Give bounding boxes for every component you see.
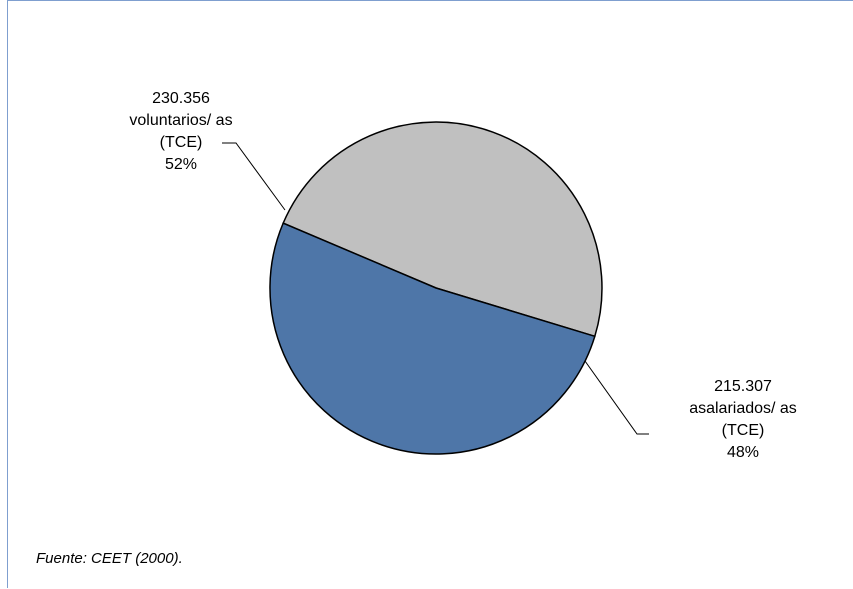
slice-label-voluntarios: 230.356 voluntarios/ as (TCE) 52% [96,88,266,176]
slice-name: voluntarios/ as [96,110,266,132]
slice-percent: 48% [658,442,828,464]
chart-frame: 230.356 voluntarios/ as (TCE) 52% 215.30… [7,0,853,588]
leader-line-asalariados [585,361,649,434]
slice-value: 215.307 [658,376,828,398]
slice-name: asalariados/ as [658,398,828,420]
source-note: Fuente: CEET (2000). [36,550,183,567]
slice-unit: (TCE) [96,132,266,154]
slice-percent: 52% [96,154,266,176]
slice-label-asalariados: 215.307 asalariados/ as (TCE) 48% [658,376,828,464]
slice-value: 230.356 [96,88,266,110]
slice-unit: (TCE) [658,420,828,442]
